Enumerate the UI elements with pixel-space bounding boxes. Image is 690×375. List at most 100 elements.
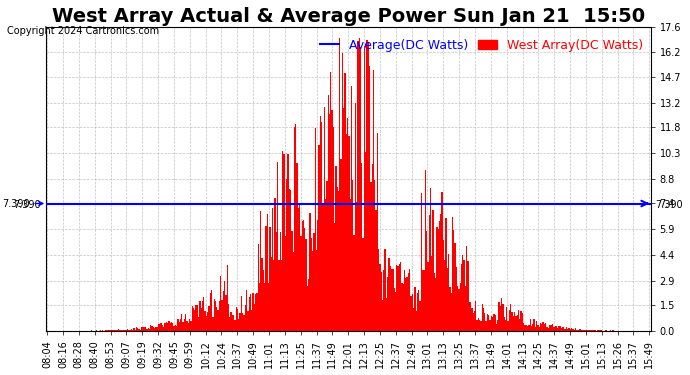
Bar [529, 319, 531, 331]
Bar [413, 308, 414, 331]
Bar [532, 324, 533, 331]
Bar [455, 267, 457, 331]
Bar [418, 290, 420, 331]
Bar [399, 264, 400, 331]
Bar [297, 208, 299, 331]
Bar [564, 329, 566, 331]
Bar [193, 308, 194, 331]
Bar [509, 310, 510, 331]
Bar [369, 66, 371, 331]
Bar [549, 325, 550, 331]
Bar [166, 322, 167, 331]
Bar [299, 205, 300, 331]
Bar [366, 40, 368, 331]
Bar [545, 324, 546, 331]
Bar [539, 327, 540, 331]
Bar [533, 319, 535, 331]
Bar [340, 159, 342, 331]
Bar [286, 178, 287, 331]
Bar [152, 327, 154, 331]
Bar [606, 330, 607, 331]
Bar [302, 220, 303, 331]
Bar [604, 330, 606, 331]
Bar [89, 330, 90, 331]
Bar [142, 327, 144, 331]
Bar [448, 254, 449, 331]
Bar [295, 124, 297, 331]
Bar [192, 306, 193, 331]
Bar [308, 279, 309, 331]
Bar [550, 325, 551, 331]
Bar [466, 246, 467, 331]
Bar [572, 329, 573, 331]
Bar [378, 249, 380, 331]
Bar [517, 315, 518, 331]
Bar [384, 249, 386, 331]
Bar [291, 231, 293, 331]
Bar [256, 294, 257, 331]
Bar [177, 319, 179, 331]
Bar [269, 227, 270, 331]
Bar [492, 317, 493, 331]
Bar [582, 330, 584, 331]
Bar [260, 211, 262, 331]
Bar [406, 277, 408, 331]
Bar [474, 311, 475, 331]
Bar [325, 199, 326, 331]
Bar [150, 326, 151, 331]
Bar [238, 319, 239, 331]
Bar [277, 162, 278, 331]
Bar [473, 313, 474, 331]
Bar [242, 313, 244, 331]
Bar [115, 330, 117, 331]
Bar [338, 191, 339, 331]
Bar [519, 319, 520, 331]
Bar [377, 134, 378, 331]
Bar [514, 312, 515, 331]
Bar [151, 326, 152, 331]
Bar [493, 315, 495, 331]
Bar [124, 330, 126, 331]
Bar [446, 268, 448, 331]
Bar [214, 299, 215, 331]
Bar [96, 330, 97, 331]
Bar [164, 322, 166, 331]
Bar [464, 260, 465, 331]
Bar [544, 324, 545, 331]
Bar [181, 314, 182, 331]
Bar [276, 232, 277, 331]
Bar [208, 306, 210, 331]
Bar [344, 73, 346, 331]
Bar [486, 314, 488, 331]
Bar [355, 103, 356, 331]
Bar [484, 313, 486, 331]
Bar [224, 281, 225, 331]
Bar [462, 255, 464, 331]
Bar [253, 293, 254, 331]
Bar [108, 330, 109, 331]
Bar [513, 316, 514, 331]
Bar [263, 270, 264, 331]
Bar [414, 286, 415, 331]
Bar [567, 328, 569, 331]
Legend: Average(DC Watts), West Array(DC Watts): Average(DC Watts), West Array(DC Watts) [315, 34, 648, 57]
Bar [230, 312, 232, 331]
Bar [287, 154, 288, 331]
Text: Copyright 2024 Cartronics.com: Copyright 2024 Cartronics.com [7, 26, 159, 36]
Bar [304, 228, 306, 331]
Bar [581, 330, 582, 331]
Bar [148, 328, 149, 331]
Bar [536, 321, 538, 331]
Bar [257, 244, 259, 331]
Bar [527, 326, 529, 331]
Bar [571, 328, 572, 331]
Bar [500, 306, 501, 331]
Bar [359, 39, 360, 331]
Bar [444, 260, 445, 331]
Bar [293, 252, 294, 331]
Bar [185, 314, 186, 331]
Bar [347, 118, 348, 331]
Bar [427, 262, 428, 331]
Bar [593, 330, 594, 331]
Bar [109, 330, 110, 331]
